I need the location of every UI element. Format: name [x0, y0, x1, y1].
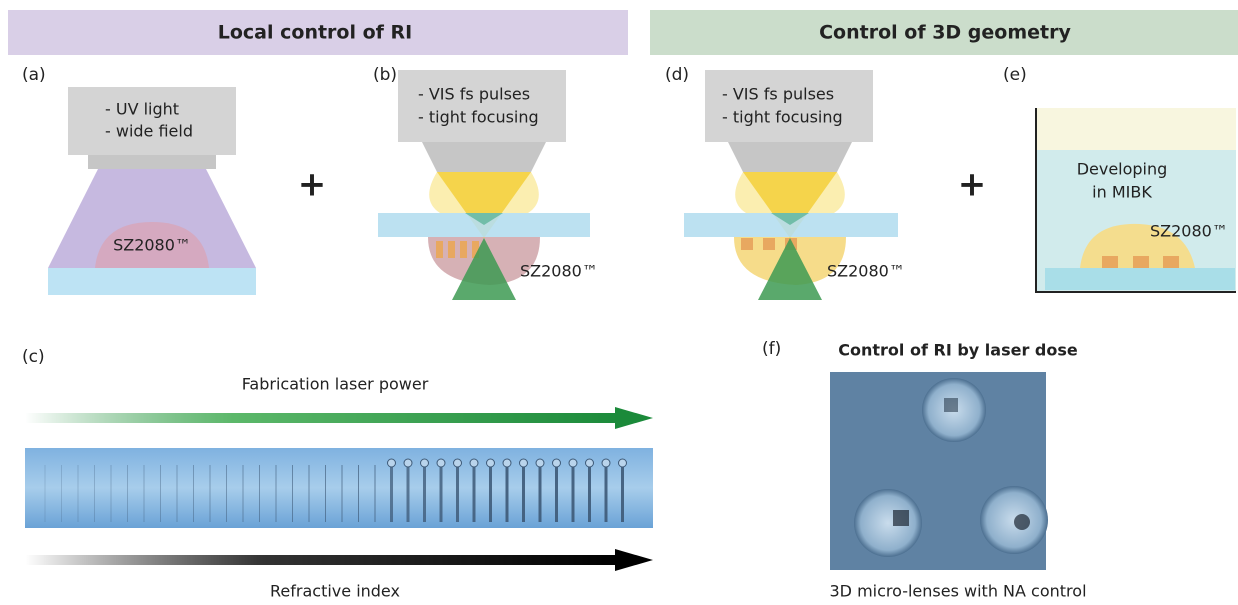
micro-dot: [404, 459, 412, 467]
material-label: SZ2080™: [1150, 222, 1228, 241]
micro-dot: [388, 459, 396, 467]
aperture: [88, 155, 216, 169]
panel-label: (c): [22, 347, 45, 367]
target: [944, 398, 958, 412]
material-label: SZ2080™: [827, 262, 905, 281]
panel-label: (f): [762, 339, 781, 359]
voxels: [1102, 256, 1179, 268]
box-text: - tight focusing: [418, 108, 539, 127]
box-text: - VIS fs pulses: [722, 85, 834, 104]
box-text: Developing: [1077, 160, 1168, 179]
micro-lens: [980, 486, 1048, 554]
header: Local control of RI: [218, 22, 412, 44]
arrow-label: Fabrication laser power: [242, 375, 429, 394]
panel-label: (e): [1003, 65, 1027, 85]
substrate: [1045, 268, 1235, 290]
micro-dot: [586, 459, 594, 467]
micro-dot: [569, 459, 577, 467]
operator: +: [298, 165, 327, 205]
micro-dot: [487, 459, 495, 467]
arrow: [25, 555, 620, 565]
micro-dot: [437, 459, 445, 467]
target: [893, 510, 909, 526]
arrow-head: [615, 549, 653, 571]
micro-dot: [520, 459, 528, 467]
box-text: - VIS fs pulses: [418, 85, 530, 104]
target: [1014, 514, 1030, 530]
micro-dot: [536, 459, 544, 467]
light-source: [705, 70, 873, 142]
micro-dot: [503, 459, 511, 467]
arrow-head: [615, 407, 653, 429]
arrow: [25, 413, 620, 423]
micro-dot: [553, 459, 561, 467]
substrate: [48, 268, 256, 295]
objective: [728, 142, 852, 172]
air: [1037, 108, 1236, 150]
micro-dot: [619, 459, 627, 467]
box-text: in MIBK: [1092, 183, 1152, 202]
micro-lens: [854, 489, 922, 557]
material-label: SZ2080™: [520, 262, 598, 281]
box-text: - UV light: [105, 100, 179, 119]
panel-title: Control of RI by laser dose: [838, 341, 1078, 360]
objective: [422, 142, 546, 172]
operator: +: [958, 165, 987, 205]
arrow-label: Refractive index: [270, 582, 400, 601]
panel-label: (d): [665, 65, 689, 85]
header: Control of 3D geometry: [819, 22, 1071, 44]
panel-label: (a): [22, 65, 46, 85]
figure: Local control of RI Control of 3D geomet…: [0, 0, 1238, 605]
micro-dot: [602, 459, 610, 467]
micro-dot: [470, 459, 478, 467]
micro-dot: [454, 459, 462, 467]
panel-label: (b): [373, 65, 397, 85]
material-label: SZ2080™: [113, 236, 191, 255]
box-text: - tight focusing: [722, 108, 843, 127]
box-text: - wide field: [105, 122, 193, 141]
caption: 3D micro-lenses with NA control: [829, 582, 1086, 601]
light-source: [398, 70, 566, 142]
micro-dot: [421, 459, 429, 467]
